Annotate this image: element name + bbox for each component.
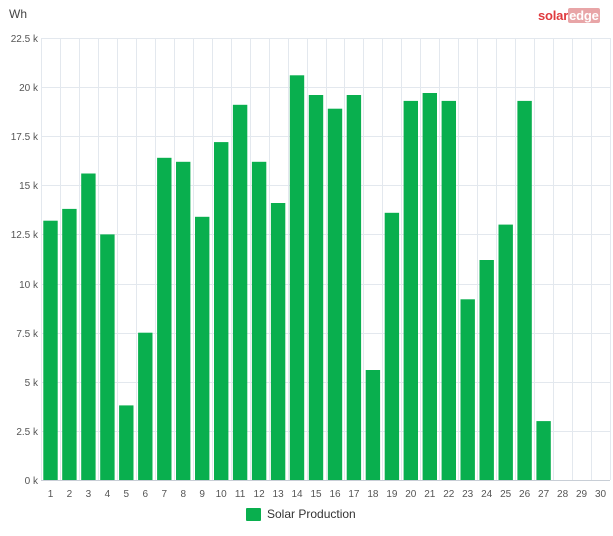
legend[interactable]: Solar Production bbox=[246, 507, 356, 521]
y-tick-label: 10 k bbox=[19, 280, 39, 291]
x-tick-label: 2 bbox=[67, 489, 73, 500]
bar bbox=[176, 161, 191, 481]
bar bbox=[327, 108, 343, 480]
x-tick-label: 9 bbox=[199, 489, 205, 500]
bar bbox=[384, 212, 400, 481]
x-tick-label: 5 bbox=[124, 489, 130, 500]
x-tick-label: 12 bbox=[254, 489, 266, 500]
x-tick-label: 30 bbox=[595, 489, 607, 500]
y-tick-label: 7.5 k bbox=[16, 329, 39, 340]
bar bbox=[138, 332, 153, 480]
bar bbox=[460, 299, 475, 480]
bar bbox=[119, 405, 134, 480]
bar bbox=[346, 95, 362, 480]
y-tick-label: 17.5 k bbox=[11, 132, 39, 143]
bar bbox=[479, 260, 494, 480]
bar bbox=[62, 208, 77, 480]
bar bbox=[441, 100, 456, 481]
y-tick-label: 15 k bbox=[19, 181, 39, 192]
x-tick-label: 14 bbox=[291, 489, 303, 500]
x-tick-label: 1 bbox=[48, 489, 54, 500]
x-tick-label: 26 bbox=[519, 489, 531, 500]
bar bbox=[195, 216, 210, 481]
x-tick-label: 10 bbox=[216, 489, 228, 500]
y-tick-label: 2.5 k bbox=[16, 427, 39, 438]
legend-label: Solar Production bbox=[267, 507, 356, 521]
x-tick-label: 20 bbox=[405, 489, 417, 500]
bar bbox=[100, 234, 115, 480]
brand-logo-part2: edge bbox=[568, 8, 600, 23]
x-tick-label: 22 bbox=[443, 489, 455, 500]
x-tick-label: 4 bbox=[105, 489, 111, 500]
bar bbox=[403, 100, 418, 481]
bar bbox=[536, 421, 551, 480]
x-tick-label: 13 bbox=[273, 489, 285, 500]
y-tick-label: 0 k bbox=[25, 476, 39, 487]
x-tick-label: 25 bbox=[500, 489, 512, 500]
bar bbox=[422, 93, 437, 480]
legend-swatch bbox=[246, 507, 261, 521]
x-tick-label: 23 bbox=[462, 489, 474, 500]
y-tick-label: 12.5 k bbox=[11, 230, 39, 241]
x-tick-label: 6 bbox=[143, 489, 149, 500]
x-tick-label: 7 bbox=[162, 489, 168, 500]
x-tick-label: 8 bbox=[181, 489, 187, 500]
x-tick-label: 15 bbox=[310, 489, 322, 500]
y-axis-unit-label: Wh bbox=[9, 7, 27, 21]
y-tick-label: 20 k bbox=[19, 83, 39, 94]
brand-logo-part1: solar bbox=[538, 8, 569, 23]
x-tick-label: 17 bbox=[348, 489, 360, 500]
x-tick-label: 21 bbox=[424, 489, 436, 500]
bar bbox=[157, 157, 172, 481]
bar bbox=[498, 224, 513, 480]
bar bbox=[308, 95, 324, 480]
bar bbox=[214, 142, 229, 480]
x-tick-label: 29 bbox=[576, 489, 588, 500]
bar bbox=[251, 161, 267, 481]
x-tick-label: 3 bbox=[86, 489, 92, 500]
y-tick-label: 22.5 k bbox=[11, 34, 39, 45]
x-tick-label: 18 bbox=[367, 489, 379, 500]
bar bbox=[270, 203, 286, 480]
bar bbox=[232, 104, 248, 481]
y-tick-label: 5 k bbox=[25, 378, 39, 389]
x-tick-label: 27 bbox=[538, 489, 550, 500]
x-tick-label: 16 bbox=[329, 489, 341, 500]
bar bbox=[517, 100, 532, 481]
bar bbox=[289, 75, 305, 481]
x-tick-label: 19 bbox=[386, 489, 398, 500]
x-tick-label: 24 bbox=[481, 489, 493, 500]
bar bbox=[365, 370, 381, 480]
bar bbox=[81, 173, 96, 480]
x-tick-label: 11 bbox=[235, 489, 246, 500]
x-tick-label: 28 bbox=[557, 489, 569, 500]
brand-logo: solaredge bbox=[538, 8, 600, 23]
bar bbox=[43, 220, 58, 480]
